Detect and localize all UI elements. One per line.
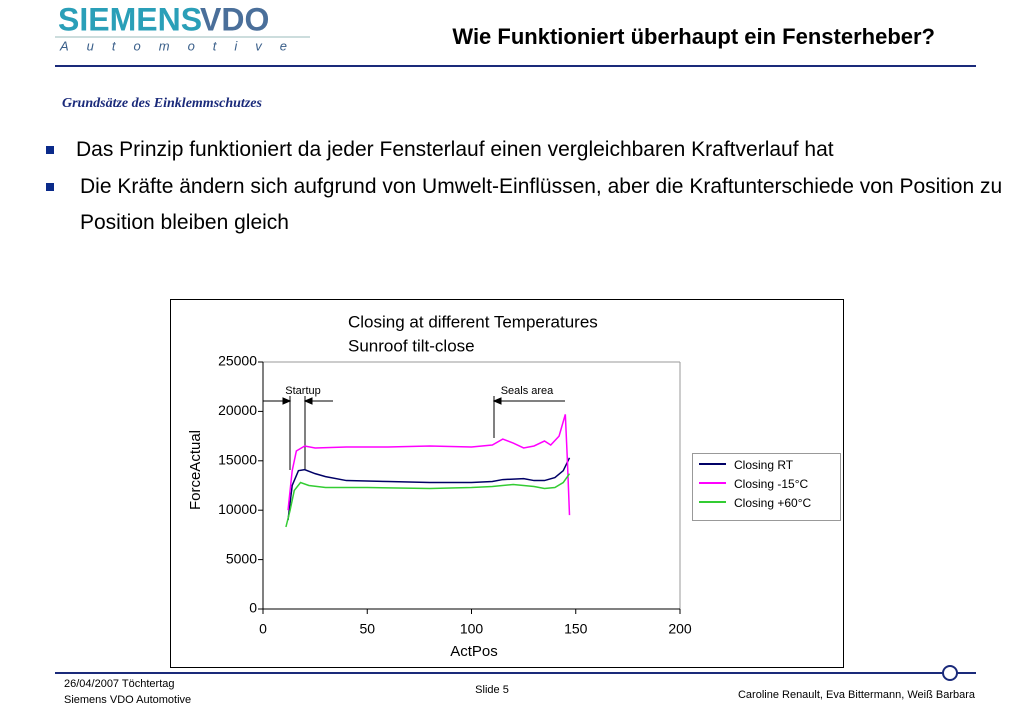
x-tick-label: 150 — [564, 621, 588, 637]
series-line — [287, 414, 571, 516]
x-tick-label: 0 — [259, 621, 267, 637]
series-line — [285, 473, 571, 528]
y-tick-label: 0 — [249, 600, 257, 616]
chart-title: Closing at different Temperatures — [348, 312, 598, 331]
copyright-icon — [942, 665, 958, 681]
logo-siemens: SIEMENS — [58, 1, 202, 37]
bullet: Die Kräfte ändern sich aufgrund von Umwe… — [46, 169, 1005, 241]
annotation: Seals area — [501, 385, 554, 397]
y-tick-label: 25000 — [218, 353, 257, 369]
y-tick-label: 15000 — [218, 452, 257, 468]
bullet-text: Die Kräfte ändern sich aufgrund von Umwe… — [80, 175, 1003, 234]
series-line — [287, 457, 571, 521]
x-axis-label: ActPos — [450, 643, 498, 660]
y-tick-label: 5000 — [226, 550, 257, 566]
x-tick-label: 100 — [460, 621, 484, 637]
chart-title: Sunroof tilt-close — [348, 336, 475, 355]
y-axis-label: ForceActual — [187, 430, 204, 510]
y-tick-label: 10000 — [218, 501, 257, 517]
x-tick-label: 50 — [359, 621, 375, 637]
legend-label: Closing -15°C — [734, 477, 808, 491]
legend-label: Closing RT — [734, 458, 794, 472]
annotation: Startup — [285, 385, 320, 397]
slide-number: Slide 5 — [475, 684, 509, 696]
legend-label: Closing +60°C — [734, 496, 812, 510]
footer-company: Siemens VDO Automotive — [64, 694, 191, 706]
slide-title: Wie Funktioniert überhaupt ein Fensterhe… — [452, 24, 935, 49]
bullet: Das Prinzip funktioniert da jeder Fenste… — [46, 132, 1001, 168]
annotation-arrows — [263, 396, 565, 470]
logo-sub: Automotive — [59, 38, 305, 53]
x-tick-label: 200 — [668, 621, 692, 637]
y-tick-label: 20000 — [218, 402, 257, 418]
footer-date: 26/04/2007 Töchtertag — [64, 678, 175, 690]
subtitle: Grundsätze des Einklemmschutzes — [62, 96, 262, 111]
logo-vdo: VDO — [200, 1, 269, 37]
footer-authors: Caroline Renault, Eva Bittermann, Weiß B… — [738, 689, 976, 701]
bullet-text: Das Prinzip funktioniert da jeder Fenste… — [76, 138, 834, 161]
